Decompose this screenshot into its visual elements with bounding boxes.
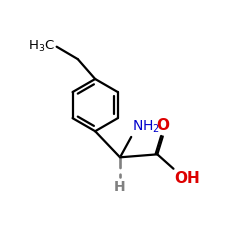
Text: O: O bbox=[156, 118, 169, 133]
Text: $\mathsf{H_3C}$: $\mathsf{H_3C}$ bbox=[28, 39, 56, 54]
Text: H: H bbox=[114, 180, 126, 194]
Text: $\mathsf{NH_2}$: $\mathsf{NH_2}$ bbox=[132, 118, 161, 135]
Text: OH: OH bbox=[175, 171, 201, 186]
